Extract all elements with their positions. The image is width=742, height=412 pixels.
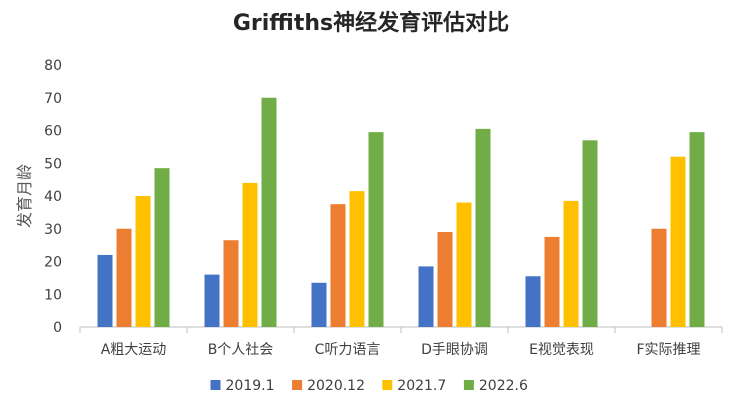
x-tick-label: B个人社会: [208, 342, 274, 358]
legend: 2019.1 2020.12 2021.7 2022.6: [210, 378, 528, 394]
bar: [349, 191, 365, 327]
legend-label: 2021.7: [397, 378, 446, 394]
y-tick-label: 40: [44, 189, 62, 205]
x-tick-label: D手眼协调: [421, 342, 488, 358]
bar: [223, 240, 239, 327]
bar: [563, 200, 579, 327]
bar: [544, 236, 560, 327]
bar: [311, 282, 327, 327]
legend-label: 2020.12: [307, 378, 365, 394]
bar: [368, 132, 384, 327]
bar: [437, 232, 453, 327]
y-tick-label: 20: [44, 255, 62, 271]
bar: [116, 228, 132, 327]
y-tick-label: 60: [44, 124, 62, 140]
bar: [456, 202, 472, 327]
legend-swatch: [463, 380, 474, 390]
bar: [475, 128, 491, 327]
y-tick-label: 0: [53, 320, 62, 336]
x-tick-label: F实际推理: [636, 342, 700, 358]
bar: [670, 156, 686, 327]
legend-swatch: [210, 380, 221, 390]
y-axis-label: 发育月龄: [15, 164, 34, 228]
bar: [135, 196, 151, 327]
x-tick-label: E视觉表现: [529, 342, 594, 358]
legend-label: 2019.1: [226, 378, 275, 394]
bar: [154, 168, 170, 327]
bar: [261, 97, 277, 327]
y-tick-label: 10: [44, 287, 62, 303]
y-tick-label: 70: [44, 91, 62, 107]
chart-title: Griffiths神经发育评估对比: [233, 10, 509, 36]
bar: [242, 182, 258, 327]
x-tick-label: A粗大运动: [101, 342, 167, 358]
legend-label: 2022.6: [479, 378, 528, 394]
x-tick-label: C听力语言: [315, 342, 381, 358]
y-tick-label: 30: [44, 222, 62, 238]
legend-swatch: [382, 380, 393, 390]
legend-swatch: [292, 380, 303, 390]
bar: [97, 254, 113, 327]
bar: [689, 132, 705, 327]
y-tick-label: 80: [44, 58, 62, 74]
bar: [525, 276, 541, 327]
bar: [651, 228, 667, 327]
bar: [330, 204, 346, 327]
bar: [418, 266, 434, 327]
bar: [204, 274, 220, 327]
plot-area: 0 10 20 30 40 50 60 70 80 A粗大运动 B个人社会 C听力语言 D手眼协调 E视觉…: [44, 58, 723, 358]
y-tick-label: 50: [44, 156, 62, 172]
bar: [582, 140, 598, 327]
